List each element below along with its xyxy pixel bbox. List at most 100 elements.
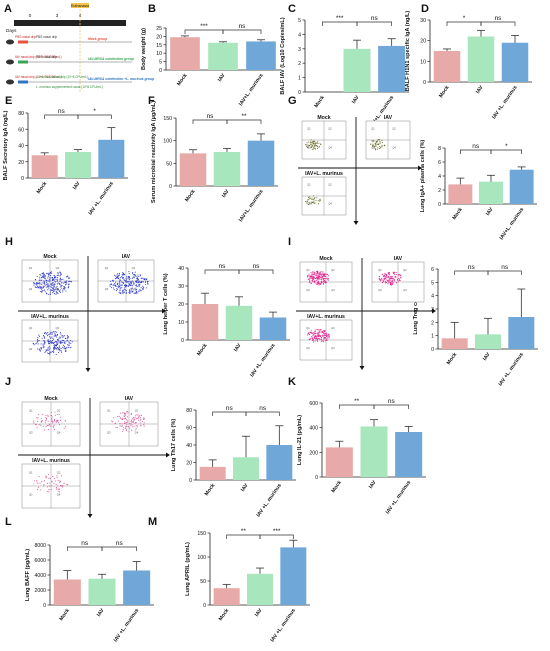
flow-event-dot [40, 347, 42, 349]
flow-event-dot [321, 275, 324, 278]
flow-event-dot [58, 345, 60, 347]
flow-event-dot [375, 143, 377, 145]
flow-title-g: IAV+L. murinus [305, 171, 343, 177]
flow-event-dot [62, 289, 64, 291]
flow-event-dot [115, 290, 117, 292]
flow-event-dot [37, 417, 39, 419]
flow-event-dot [62, 486, 64, 488]
flow-event-dot [65, 350, 67, 352]
panel-label-k: K [288, 376, 296, 388]
quadrant-label: Q2 [56, 326, 60, 330]
significance-bracket [226, 119, 262, 124]
flow-event-dot [44, 282, 46, 284]
flow-event-dot [65, 426, 67, 428]
category-label: IAV [485, 206, 495, 217]
flow-event-dot [61, 485, 63, 487]
flow-event-dot [59, 350, 61, 352]
flow-event-dot [68, 281, 70, 283]
flow-event-dot [308, 278, 310, 280]
flow-event-dot [55, 290, 57, 292]
y-axis-label: Body weight (g) [141, 28, 147, 70]
flow-event-dot [53, 280, 56, 282]
flow-event-dot [124, 427, 126, 429]
flow-event-dot [316, 276, 318, 278]
flow-event-dot [324, 275, 326, 277]
quadrant-label: Q1 [307, 126, 311, 130]
flow-event-dot [45, 331, 47, 333]
flow-event-dot [49, 482, 51, 484]
quadrant-label: Q2 [331, 326, 335, 330]
flow-event-dot [371, 145, 374, 147]
flow-event-dot [56, 278, 58, 280]
flow-event-dot [326, 335, 328, 337]
flow-event-dot [309, 144, 311, 146]
flow-event-dot [371, 141, 373, 143]
flow-event-dot [40, 420, 42, 422]
flow-event-dot [317, 274, 319, 276]
flow-event-dot [112, 279, 114, 281]
flow-event-dot [54, 281, 56, 283]
flow-event-dot [328, 336, 330, 338]
y-tick-label: 15 [156, 43, 162, 49]
flow-event-dot [316, 270, 318, 272]
flow-event-dot [40, 424, 42, 426]
flow-event-dot [33, 282, 35, 284]
flow-event-dot [128, 283, 130, 285]
flow-event-dot [130, 420, 132, 422]
flow-event-dot [60, 333, 62, 335]
y-axis-label: Serum microbial reactivity IgA (µg/mL) [151, 101, 157, 203]
flow-event-dot [59, 289, 61, 291]
flow-event-dot [374, 143, 376, 145]
flow-event-dot [49, 271, 52, 274]
flow-event-dot [70, 342, 72, 344]
flow-event-dot [127, 278, 129, 280]
flow-event-dot [325, 278, 327, 280]
flow-event-dot [52, 331, 54, 333]
flow-event-dot [57, 282, 59, 284]
flow-title-i: Mock [319, 256, 332, 262]
flow-event-dot [118, 278, 120, 280]
flow-event-dot [309, 203, 311, 205]
flow-event-dot [319, 275, 321, 277]
flow-event-dot [309, 276, 311, 278]
flow-event-dot [68, 346, 70, 348]
flow-event-dot [392, 277, 394, 279]
flow-event-dot [119, 279, 121, 281]
flow-event-dot [56, 333, 59, 335]
flow-event-dot [394, 273, 396, 275]
flow-event-dot [52, 475, 54, 478]
flow-event-dot [39, 276, 41, 278]
flow-event-dot [324, 281, 326, 283]
flow-event-dot [67, 344, 69, 346]
flow-event-dot [47, 414, 49, 416]
flow-event-dot [317, 329, 319, 331]
flow-event-dot [60, 284, 62, 286]
flow-event-dot [145, 283, 147, 286]
flow-event-dot [312, 198, 314, 200]
flow-event-dot [322, 276, 325, 278]
category-label: IAV +L. murinus [256, 483, 283, 519]
quadrant-label: Q1 [29, 326, 33, 330]
flow-event-dot [395, 271, 397, 274]
flow-event-dot [135, 274, 137, 276]
flow-event-dot [135, 422, 137, 424]
flow-event-dot [373, 141, 375, 143]
flow-event-dot [69, 280, 71, 282]
flow-event-dot [124, 284, 126, 286]
bar [199, 466, 226, 480]
flow-event-dot [379, 280, 381, 282]
flow-event-dot [40, 287, 42, 289]
y-tick-label: 1 [298, 76, 301, 82]
flow-event-dot [308, 334, 311, 336]
significance-label: ns [58, 108, 66, 115]
flow-event-dot [60, 347, 62, 350]
flow-event-dot [60, 273, 62, 275]
flow-event-dot [310, 276, 312, 278]
flow-event-dot [57, 340, 60, 342]
flow-event-dot [50, 340, 52, 342]
flow-event-dot [131, 277, 133, 279]
flow-event-dot [321, 277, 323, 279]
flow-event-dot [44, 337, 46, 339]
flow-event-dot [33, 420, 35, 422]
flow-event-dot [312, 143, 314, 145]
